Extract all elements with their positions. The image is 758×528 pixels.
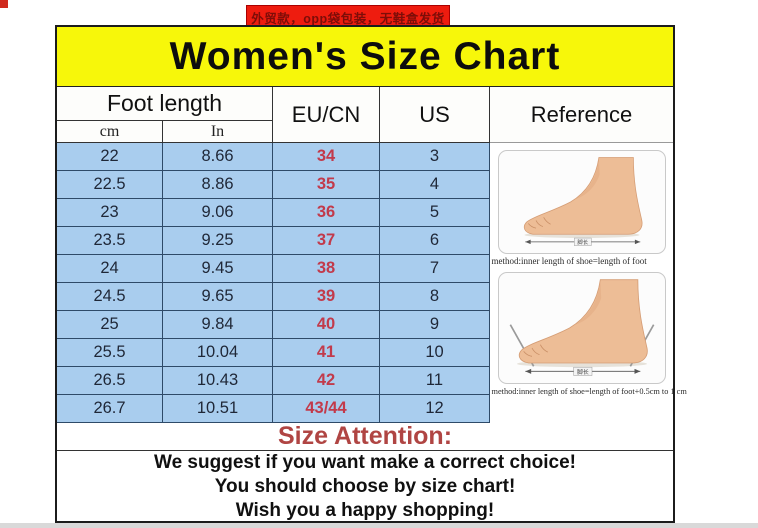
reference-column: Reference 脚长 method:inner length of shoe… xyxy=(490,87,687,423)
cell-eu: 38 xyxy=(273,255,380,283)
table-row: 22 8.66 34 3 xyxy=(57,143,490,171)
foot-length-header: Foot length xyxy=(57,87,273,121)
cell-us: 6 xyxy=(380,227,490,255)
cell-cm: 25.5 xyxy=(57,339,163,367)
cell-cm: 26.5 xyxy=(57,367,163,395)
note-line-1: We suggest if you want make a correct ch… xyxy=(154,451,576,473)
reference-header: Reference xyxy=(490,87,673,143)
cell-us: 9 xyxy=(380,311,490,339)
cell-cm: 26.7 xyxy=(57,395,163,423)
cell-us: 8 xyxy=(380,283,490,311)
cell-cm: 23.5 xyxy=(57,227,163,255)
foot-length-header-group: Foot length cm In xyxy=(57,87,273,143)
cell-cm: 22 xyxy=(57,143,163,171)
page-corner-mark xyxy=(0,0,8,8)
cell-eu: 34 xyxy=(273,143,380,171)
note-line-3: Wish you a happy shopping! xyxy=(235,499,495,521)
cell-us: 11 xyxy=(380,367,490,395)
cell-inch: 10.04 xyxy=(163,339,273,367)
chart-title: Women's Size Chart xyxy=(169,34,561,78)
reference-figures: 脚长 method:inner length of shoe=length of… xyxy=(490,143,687,423)
shopping-note: We suggest if you want make a correct ch… xyxy=(57,451,673,521)
chart-title-bar: Women's Size Chart xyxy=(57,27,673,87)
table-row: 23 9.06 36 5 xyxy=(57,199,490,227)
cell-eu: 43/44 xyxy=(273,395,380,423)
cell-us: 3 xyxy=(380,143,490,171)
cell-eu: 36 xyxy=(273,199,380,227)
table-row: 24 9.45 38 7 xyxy=(57,255,490,283)
cell-eu: 41 xyxy=(273,339,380,367)
size-chart: Women's Size Chart Foot length cm In EU/… xyxy=(55,25,687,523)
cell-inch: 9.06 xyxy=(163,199,273,227)
foot-between-boards-illustration: 脚长 xyxy=(509,279,654,376)
table-row: 23.5 9.25 37 6 xyxy=(57,227,490,255)
foot-side-illustration: 脚长 xyxy=(523,157,642,246)
svg-text:脚长: 脚长 xyxy=(577,238,588,246)
foot-measure-figure-top: 脚长 xyxy=(497,150,666,254)
unit-subheader-row: cm In xyxy=(57,121,273,143)
chart-body: Foot length cm In EU/CN US 22 8.66 34 3 … xyxy=(57,87,687,423)
cell-cm: 23 xyxy=(57,199,163,227)
promo-banner-text: 外贸款，opp袋包装，无鞋盒发货 xyxy=(251,12,445,26)
cell-inch: 9.65 xyxy=(163,283,273,311)
cell-us: 10 xyxy=(380,339,490,367)
table-row: 25 9.84 40 9 xyxy=(57,311,490,339)
cell-cm: 22.5 xyxy=(57,171,163,199)
cell-eu: 40 xyxy=(273,311,380,339)
size-attention-bar: Size Attention: xyxy=(57,422,673,451)
cell-inch: 10.51 xyxy=(163,395,273,423)
cell-us: 5 xyxy=(380,199,490,227)
size-attention-heading: Size Attention: xyxy=(277,422,453,450)
cell-inch: 8.66 xyxy=(163,143,273,171)
table-row: 24.5 9.65 39 8 xyxy=(57,283,490,311)
cell-eu: 37 xyxy=(273,227,380,255)
cell-cm: 25 xyxy=(57,311,163,339)
reference-caption-top: method:inner length of shoe=length of fo… xyxy=(491,256,647,266)
us-header: US xyxy=(380,87,490,143)
table-row: 22.5 8.86 35 4 xyxy=(57,171,490,199)
cell-us: 12 xyxy=(380,395,490,423)
table-row: 26.5 10.43 42 11 xyxy=(57,367,490,395)
inch-header: In xyxy=(163,121,273,143)
table-row: 25.5 10.04 41 10 xyxy=(57,339,490,367)
cell-inch: 10.43 xyxy=(163,367,273,395)
note-line-2: You should choose by size chart! xyxy=(214,475,516,497)
reference-caption-bottom: method:inner length of shoe=length of fo… xyxy=(491,387,687,396)
cell-inch: 9.84 xyxy=(163,311,273,339)
size-columns: Foot length cm In EU/CN US 22 8.66 34 3 … xyxy=(57,87,490,423)
foot-measure-figure-bottom: 脚长 xyxy=(497,272,666,384)
table-header: Foot length cm In EU/CN US xyxy=(57,87,490,143)
cell-eu: 39 xyxy=(273,283,380,311)
cell-cm: 24 xyxy=(57,255,163,283)
svg-text:脚长: 脚长 xyxy=(576,368,588,376)
cell-eu: 42 xyxy=(273,367,380,395)
eu-cn-header: EU/CN xyxy=(273,87,380,143)
cell-eu: 35 xyxy=(273,171,380,199)
cell-cm: 24.5 xyxy=(57,283,163,311)
page-bottom-edge xyxy=(0,523,758,528)
cell-inch: 9.25 xyxy=(163,227,273,255)
cell-us: 7 xyxy=(380,255,490,283)
cell-inch: 8.86 xyxy=(163,171,273,199)
cell-inch: 9.45 xyxy=(163,255,273,283)
cm-header: cm xyxy=(57,121,163,143)
cell-us: 4 xyxy=(380,171,490,199)
table-row: 26.7 10.51 43/44 12 xyxy=(57,395,490,423)
